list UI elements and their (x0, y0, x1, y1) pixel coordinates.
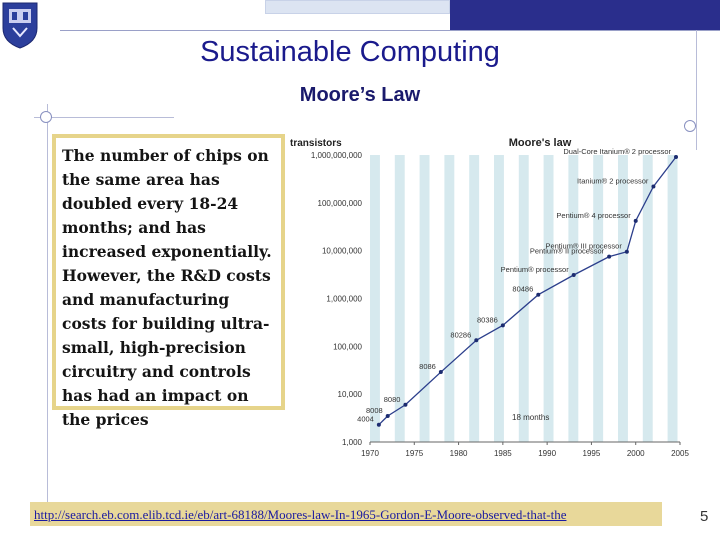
chart-point (500, 323, 505, 328)
chart-point-label: 4004 (357, 415, 374, 424)
chart-point-label: 80286 (450, 330, 471, 339)
body-text-box: The number of chips on the same area has… (52, 134, 285, 429)
chart-y-tick-label: 1,000 (342, 438, 363, 447)
right-circle-ornament (684, 120, 696, 132)
chart-x-tick-label: 1985 (494, 449, 512, 458)
chart-point (474, 338, 479, 343)
moores-law-chart: transistors Moore's law 1,000 10,000 100,0… (290, 137, 689, 458)
chart-stripe (642, 155, 653, 442)
chart-point (607, 254, 612, 259)
chart-stripe (469, 155, 480, 442)
chart-y-tick-label: 1,000,000,000 (311, 151, 363, 160)
source-link[interactable]: http://search.eb.com.elib.tcd.ie/eb/art-… (34, 507, 567, 522)
right-vertical-line (696, 30, 697, 150)
chart-point-label: Pentium® 4 processor (556, 211, 631, 220)
body-text: The number of chips on the same area has… (62, 146, 272, 429)
left-vertical-line (47, 104, 48, 504)
chart-point-label: Dual-Core Itanium® 2 processor (563, 147, 671, 156)
chart-x-tick-label: 2000 (627, 449, 645, 458)
chart-annotation: 18 months (512, 413, 549, 422)
chart-point-label: 80386 (477, 315, 498, 324)
chart-point-label: 80486 (512, 285, 533, 294)
chart-point-label: 8086 (419, 362, 436, 371)
chart-stripe (370, 155, 380, 442)
chart-point (624, 249, 629, 254)
chart-stripe (518, 155, 529, 442)
chart-y-axis-label: transistors (290, 138, 342, 149)
chart-point (376, 422, 381, 427)
slide-subtitle: Moore’s Law (299, 84, 421, 106)
college-crest-logo (2, 2, 38, 49)
chart-x-tick-label: 1970 (361, 449, 379, 458)
chart-point (633, 218, 638, 223)
source-link-bar: http://search.eb.com.elib.tcd.ie/eb/art-… (30, 502, 662, 526)
chart-stripe (568, 155, 579, 442)
top-accent-bar-light (265, 0, 450, 14)
chart-stripe (543, 155, 554, 442)
chart-x-tick-label: 1990 (538, 449, 556, 458)
chart-point (438, 370, 443, 375)
chart-stripe (593, 155, 604, 442)
left-horizontal-line (34, 117, 174, 118)
top-divider-line (60, 30, 720, 31)
chart-y-tick-label: 100,000,000 (318, 199, 363, 208)
chart-point (385, 413, 390, 418)
chart-point-label: Pentium® II processor (530, 247, 605, 256)
chart-stripe (444, 155, 455, 442)
page-number: 5 (700, 508, 709, 525)
chart-point (571, 272, 576, 277)
chart-stripe (618, 155, 628, 442)
slide-title: Sustainable Computing (200, 36, 500, 68)
chart-background-stripes (370, 155, 678, 442)
chart-point-label: 8080 (384, 395, 401, 404)
chart-point (651, 184, 656, 189)
chart-point-label: Itanium® 2 processor (577, 176, 649, 185)
chart-x-tick-label: 1995 (583, 449, 601, 458)
chart-stripe (494, 155, 504, 442)
chart-x-tick-label: 1975 (405, 449, 423, 458)
chart-x-ticks: 1970 1975 1980 1985 1990 1995 2000 2005 (361, 442, 689, 458)
chart-y-tick-label: 100,000 (333, 342, 362, 351)
chart-stripe (394, 155, 405, 442)
chart-point-label: Pentium® processor (501, 265, 570, 274)
chart-point (403, 402, 408, 407)
chart-x-tick-label: 1980 (450, 449, 468, 458)
left-circle-ornament (40, 111, 52, 123)
chart-stripe (667, 155, 678, 442)
top-accent-bar-dark (450, 0, 720, 30)
chart-y-tick-label: 1,000,000 (326, 295, 362, 304)
chart-stripe (419, 155, 430, 442)
chart-title: Moore's law (509, 137, 572, 149)
chart-x-tick-label: 2005 (671, 449, 689, 458)
chart-y-tick-label: 10,000 (338, 390, 363, 399)
chart-point-label: Pentium® III processor (545, 242, 622, 251)
chart-point (536, 292, 541, 297)
chart-y-ticks: 1,000 10,000 100,000 1,000,000 10,000,000 100… (311, 151, 363, 447)
chart-y-tick-label: 10,000,000 (322, 247, 363, 256)
chart-point (674, 155, 678, 159)
chart-point-label: 8008 (366, 406, 383, 415)
